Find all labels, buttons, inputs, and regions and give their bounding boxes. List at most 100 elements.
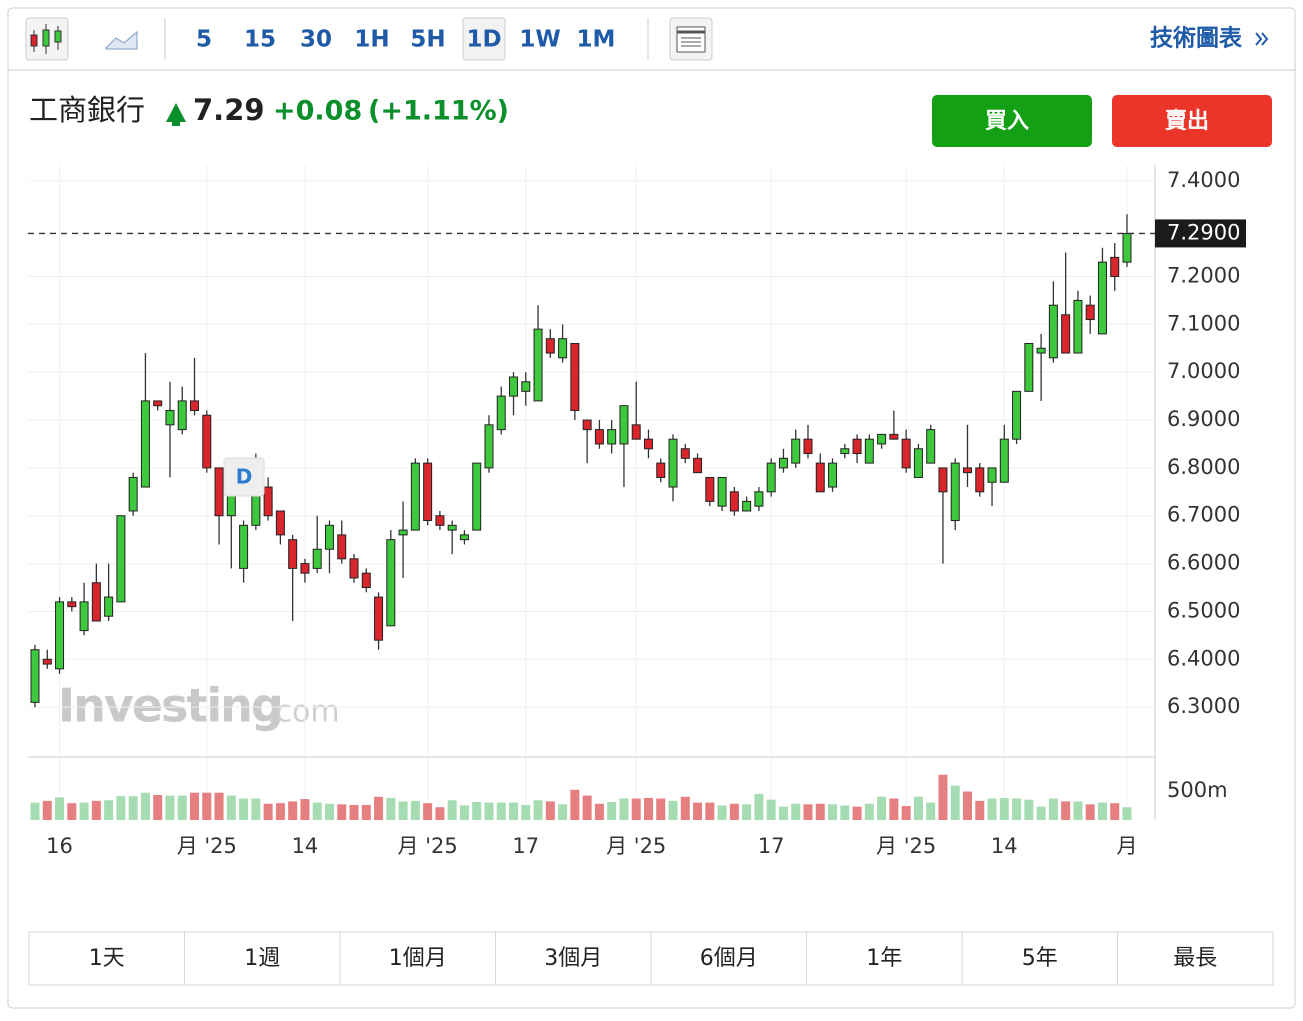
volume-bar: [1085, 804, 1095, 820]
candle-body: [324, 524, 334, 550]
candle-body: [1122, 232, 1132, 263]
volume-tick-label: 500m: [1167, 778, 1228, 802]
candle-body: [337, 534, 347, 560]
layout-icon[interactable]: [669, 17, 713, 61]
volume-bar: [1110, 803, 1120, 820]
candle-body: [239, 524, 249, 569]
candle-body: [116, 515, 126, 603]
candle-body: [410, 462, 420, 531]
volume-bar: [643, 797, 653, 820]
candle-body: [435, 515, 445, 526]
interval-tab[interactable]: 5: [196, 27, 212, 53]
volume-bar: [214, 792, 224, 820]
candle-body: [67, 601, 77, 608]
volume-bar: [361, 804, 371, 820]
candle-body: [165, 409, 175, 426]
x-tick-label: 月: [1117, 834, 1138, 858]
range-label[interactable]: 最長: [1173, 946, 1217, 971]
volume-bar: [607, 802, 617, 820]
candle-body: [705, 476, 715, 502]
candle-body: [398, 529, 408, 536]
interval-tab[interactable]: 1D: [466, 27, 501, 53]
range-cell[interactable]: [339, 931, 496, 986]
candle-body: [791, 438, 801, 464]
candle-body: [423, 462, 433, 522]
candle-body: [104, 596, 114, 617]
volume-bar: [828, 804, 838, 820]
volume-bar: [962, 791, 972, 820]
candle-body: [1036, 347, 1046, 354]
chart-link[interactable]: 技術圖表: [1150, 25, 1243, 52]
volume-bar: [693, 802, 703, 820]
interval-tab[interactable]: 1W: [519, 27, 560, 53]
volume-bar: [558, 804, 568, 820]
sell-label[interactable]: 賣出: [1165, 109, 1209, 134]
volume-bar: [619, 798, 629, 820]
candle-body: [386, 539, 396, 627]
interval-tab[interactable]: 15: [244, 27, 276, 53]
candle-body: [361, 572, 371, 589]
range-cell[interactable]: [28, 931, 185, 986]
candle-body: [558, 338, 568, 359]
candle-body: [803, 438, 813, 455]
candle-icon[interactable]: [25, 17, 69, 61]
volume-bar: [877, 796, 887, 820]
candle-body: [631, 424, 641, 440]
range-label[interactable]: 5年: [1022, 946, 1058, 971]
sell-button[interactable]: [1112, 95, 1272, 147]
candle-body: [950, 462, 960, 522]
candle-body: [496, 395, 506, 431]
range-cell[interactable]: [184, 931, 341, 986]
range-cell[interactable]: [1117, 931, 1274, 986]
range-label[interactable]: 1週: [244, 946, 280, 971]
interval-tab[interactable]: 30: [300, 27, 332, 53]
x-tick-label: 16: [46, 834, 73, 858]
volume-bar: [1048, 798, 1058, 820]
volume-bar: [374, 796, 384, 820]
volume-bar: [717, 805, 727, 820]
candle-body: [975, 467, 985, 493]
candle-body: [1061, 314, 1071, 354]
volume-bar: [349, 804, 359, 820]
range-cell[interactable]: [961, 931, 1118, 986]
volume-bar: [435, 807, 445, 820]
x-tick-label: 月 '25: [398, 834, 458, 858]
x-tick-label: 月 '25: [876, 834, 936, 858]
range-label[interactable]: 1個月: [389, 946, 447, 971]
volume-bar: [190, 792, 200, 820]
candle-body: [926, 429, 936, 464]
interval-tab[interactable]: 1H: [354, 27, 389, 53]
range-label[interactable]: 6個月: [700, 946, 758, 971]
candle-body: [300, 563, 310, 574]
range-cell[interactable]: [495, 931, 652, 986]
volume-bar: [324, 803, 334, 820]
line-icon[interactable]: [105, 30, 138, 50]
volume-bar: [79, 802, 89, 820]
range-cell[interactable]: [650, 931, 807, 986]
interval-tab[interactable]: 5H: [410, 27, 445, 53]
watermark-suffix: .com: [266, 695, 340, 730]
volume-bar: [570, 789, 580, 820]
volume-bar: [594, 803, 604, 820]
range-label[interactable]: 3個月: [544, 946, 602, 971]
watermark: Investing: [58, 679, 282, 733]
volume-bar: [509, 802, 519, 820]
candle-body: [288, 539, 298, 569]
candle-body: [214, 467, 224, 517]
candle-body: [140, 400, 150, 488]
candle-body: [545, 338, 555, 354]
volume-bar: [705, 802, 715, 820]
frame: [7, 7, 1296, 1009]
y-tick-label: 6.4000: [1167, 646, 1240, 670]
volume-bar: [67, 803, 77, 820]
volume-bar: [55, 797, 65, 820]
candle-body: [889, 433, 899, 440]
x-tick-label: 17: [512, 834, 539, 858]
interval-tab[interactable]: 1M: [577, 27, 616, 53]
range-label[interactable]: 1天: [89, 946, 125, 971]
buy-label[interactable]: 買入: [985, 109, 1029, 134]
range-label[interactable]: 1年: [866, 946, 902, 971]
buy-button[interactable]: [932, 95, 1092, 147]
candle-body: [815, 462, 825, 493]
volume-bar: [926, 802, 936, 820]
